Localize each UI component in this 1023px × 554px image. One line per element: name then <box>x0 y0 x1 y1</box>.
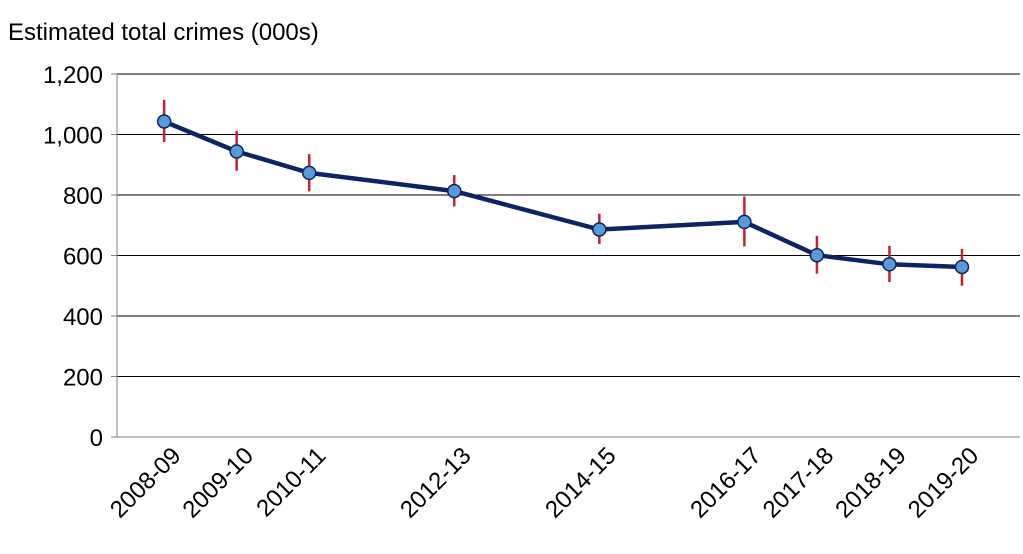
y-tick-label: 400 <box>63 304 103 331</box>
x-tick-label: 2014-15 <box>540 442 621 523</box>
data-point <box>954 259 970 275</box>
x-tick-label: 2018-19 <box>830 442 911 523</box>
x-tick-label: 2008-09 <box>105 442 186 523</box>
y-tick-label: 600 <box>63 244 103 271</box>
y-tick-label: 0 <box>90 425 103 452</box>
chart-title: Estimated total crimes (000s) <box>8 19 319 46</box>
data-point <box>809 247 825 263</box>
data-point <box>592 222 607 237</box>
data-points <box>156 114 970 275</box>
x-tick-label: 2009-10 <box>178 442 259 523</box>
data-point <box>882 257 897 272</box>
x-tick-label: 2016-17 <box>685 442 766 523</box>
series-line <box>161 119 965 270</box>
data-point <box>301 165 317 181</box>
x-tick-label: 2012-13 <box>395 442 476 523</box>
gridlines <box>117 73 1020 377</box>
y-tick-label: 1,000 <box>43 123 103 150</box>
x-tick-label: 2010-11 <box>251 442 331 522</box>
data-point <box>156 114 172 129</box>
axes <box>111 73 1020 438</box>
y-tick-labels: 0 200 400 600 800 1,000 1,200 <box>43 62 103 452</box>
y-tick-label: 200 <box>63 365 103 392</box>
data-point <box>737 214 752 230</box>
series-line-layer <box>161 119 965 270</box>
x-tick-label: 2017-18 <box>758 442 839 523</box>
y-tick-label: 800 <box>63 183 103 210</box>
x-tick-label: 2019-20 <box>903 442 984 523</box>
y-tick-label: 1,200 <box>43 62 103 89</box>
data-point <box>447 183 462 199</box>
data-point <box>229 144 244 159</box>
